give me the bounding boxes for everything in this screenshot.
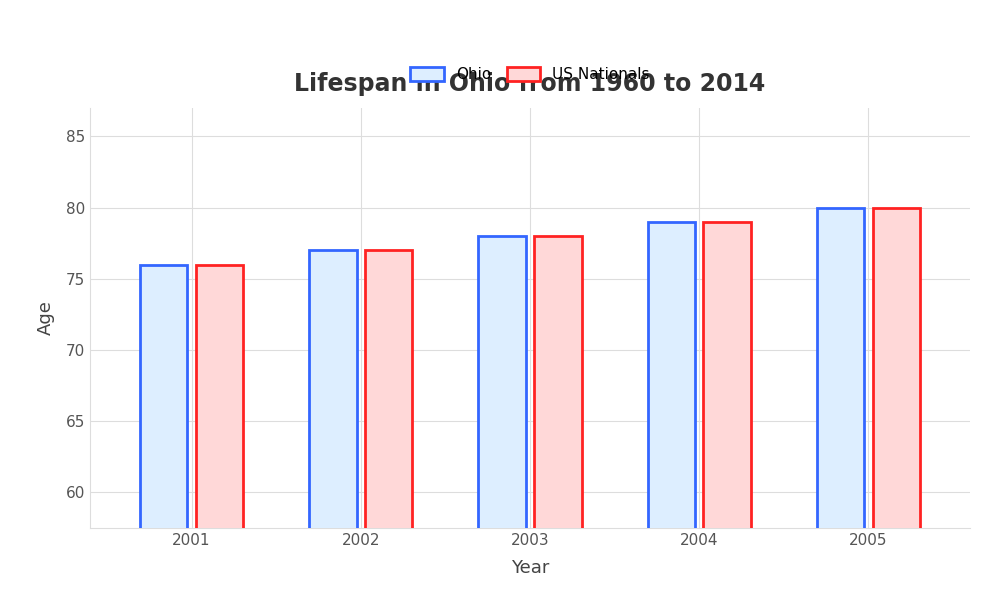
X-axis label: Year: Year [511, 559, 549, 577]
Y-axis label: Age: Age [37, 301, 55, 335]
Bar [703, 222, 751, 600]
Bar [534, 236, 582, 600]
Bar [309, 250, 357, 600]
Bar [365, 250, 412, 600]
Bar [648, 222, 695, 600]
Bar [873, 208, 920, 600]
Bar [817, 208, 864, 600]
Bar [196, 265, 243, 600]
Bar [478, 236, 526, 600]
Title: Lifespan in Ohio from 1960 to 2014: Lifespan in Ohio from 1960 to 2014 [294, 73, 766, 97]
Bar [140, 265, 187, 600]
Legend: Ohio, US Nationals: Ohio, US Nationals [404, 61, 656, 88]
